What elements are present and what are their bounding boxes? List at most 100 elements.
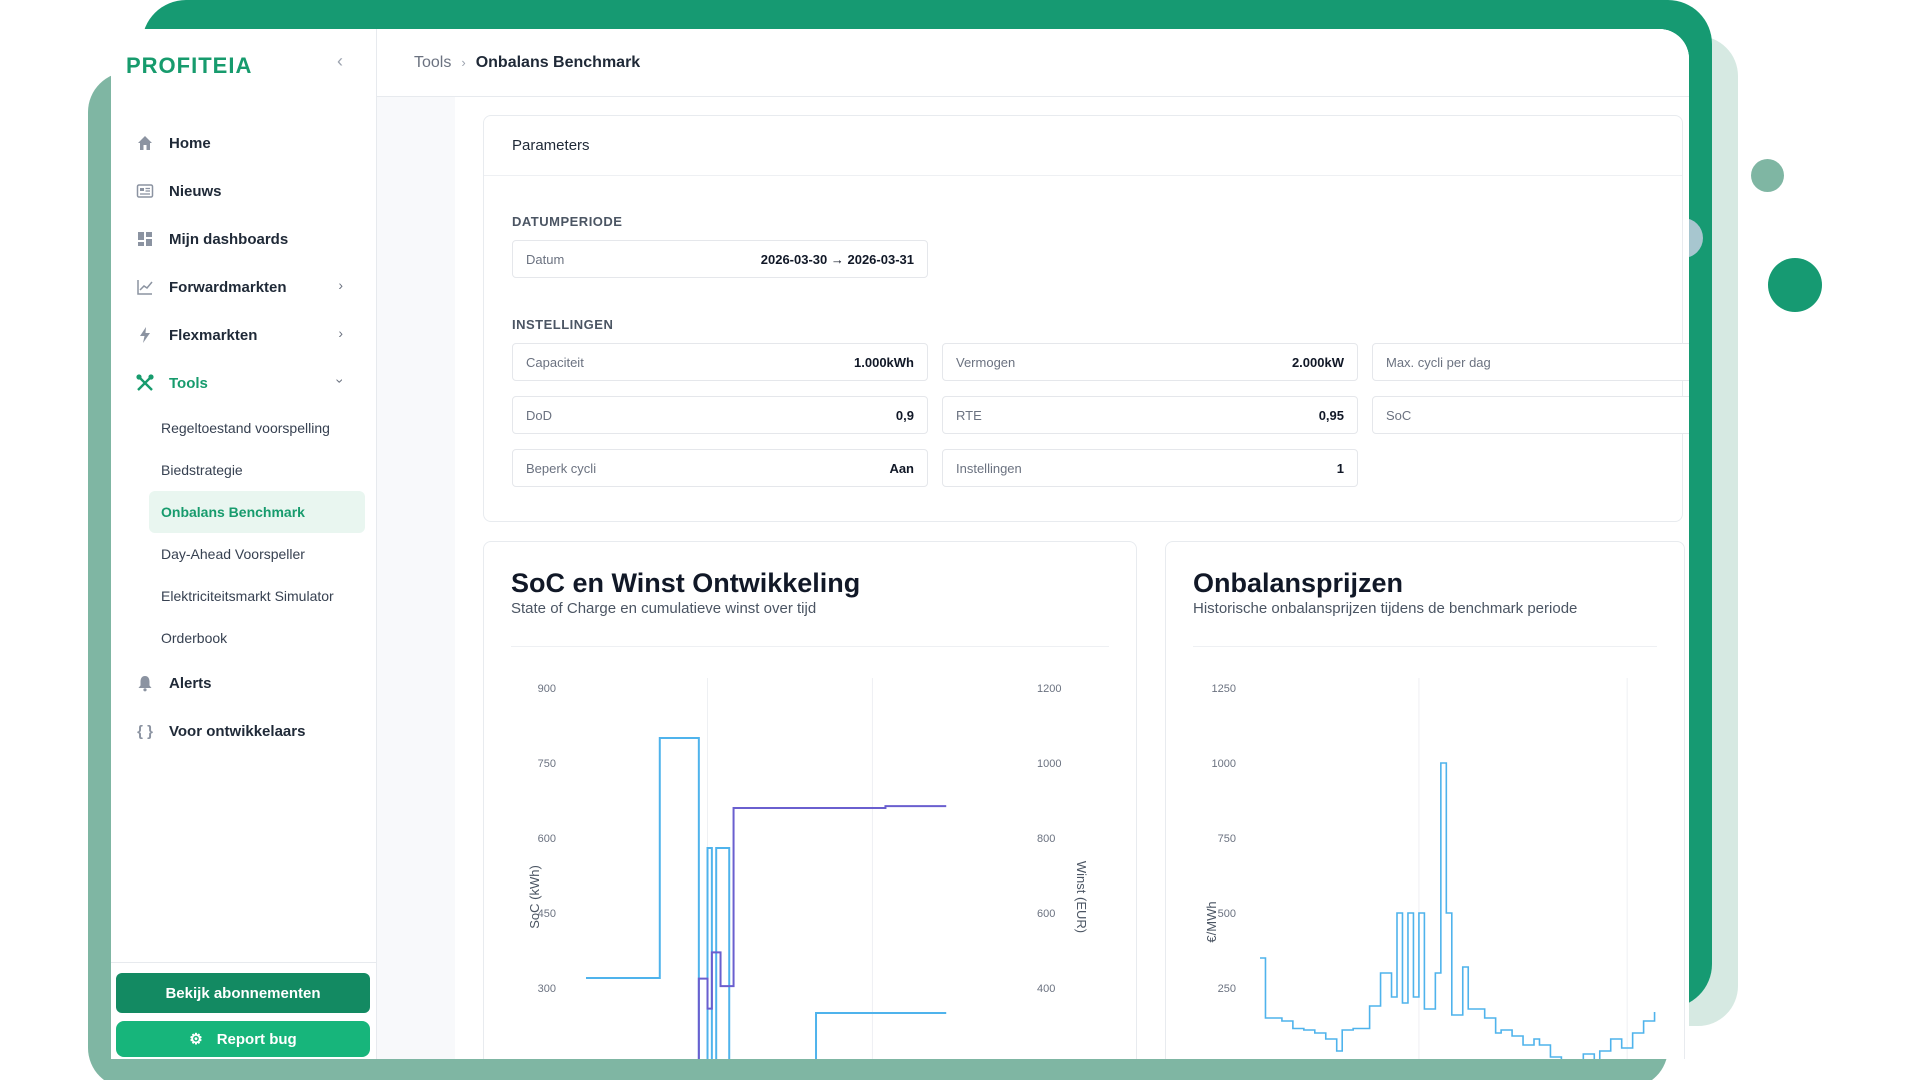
decorative-dot xyxy=(1751,159,1784,192)
decorative-dot xyxy=(1768,258,1822,312)
tools-submenu: Regeltoestand voorspelling Biedstrategie… xyxy=(111,407,377,659)
y-tick-label: 300 xyxy=(538,983,556,995)
dod-field[interactable]: DoD 0,9 xyxy=(512,396,928,434)
breadcrumb-parent[interactable]: Tools xyxy=(414,53,452,71)
field-label: Vermogen xyxy=(956,354,1016,370)
y-axis-label: SoC (kWh) xyxy=(527,865,542,929)
prices-chart-card: Onbalansprijzen Historische onbalansprij… xyxy=(1165,541,1685,1059)
dashboard-icon xyxy=(135,229,155,249)
field-label: Beperk cycli xyxy=(526,460,597,476)
max-cycli-field[interactable]: Max. cycli per dag xyxy=(1372,343,1689,381)
y-tick-label: 500 xyxy=(1218,908,1236,920)
submenu-item-simulator[interactable]: Elektriciteitsmarkt Simulator xyxy=(161,588,334,604)
breadcrumb: Tools › Onbalans Benchmark xyxy=(377,29,1689,97)
sidebar-item-label: Alerts xyxy=(169,674,212,692)
submenu-item-regeltoestand[interactable]: Regeltoestand voorspelling xyxy=(161,420,330,436)
y2-tick-label: 600 xyxy=(1037,908,1055,920)
prices-chart[interactable]: 1250 1000 750 500 250 0 €/MWh xyxy=(1166,542,1686,1059)
bell-icon xyxy=(135,673,155,693)
y-tick-label: 750 xyxy=(1218,833,1236,845)
sidebar-nav: Home Nieuws Mijn dashboards xyxy=(111,119,377,755)
brand-logo[interactable]: PROFITEIA xyxy=(126,53,253,78)
y-axis-label: €/MWh xyxy=(1204,901,1219,942)
y-tick-label: 1250 xyxy=(1212,683,1236,695)
sidebar-footer: Bekijk abonnementen ⚙ Report bug xyxy=(111,962,377,1059)
soc-chart-card: SoC en Winst Ontwikkeling State of Charg… xyxy=(483,541,1137,1059)
sidebar-item-label: Tools xyxy=(169,374,208,392)
soc-series-line xyxy=(586,737,947,1059)
y-tick-label: 150 xyxy=(538,1058,556,1059)
chart-subtitle: State of Charge en cumulatieve winst ove… xyxy=(511,600,817,617)
field-value: 1.000kWh xyxy=(854,354,914,370)
gear-icon: ⚙ xyxy=(189,1031,203,1048)
parameters-card: Parameters DATUMPERIODE Datum 2026-03-30… xyxy=(483,115,1689,522)
settings-section-title: INSTELLINGEN xyxy=(512,317,614,332)
field-label: Datum xyxy=(526,251,565,267)
parameters-title: Parameters xyxy=(484,116,1682,176)
submenu-item-biedstrategie[interactable]: Biedstrategie xyxy=(161,462,243,478)
sidebar-item-dashboards[interactable]: Mijn dashboards xyxy=(111,215,377,263)
soc-chart[interactable]: 90075060045030015012001000800600400200So… xyxy=(484,542,1138,1059)
field-value: 1 xyxy=(1336,460,1344,476)
field-label: RTE xyxy=(956,407,982,423)
chart-line-icon xyxy=(135,277,155,297)
y2-axis-label: Winst (EUR) xyxy=(1074,861,1089,933)
y-tick-label: 750 xyxy=(538,758,556,770)
y-tick-label: 250 xyxy=(1218,983,1236,995)
sidebar-item-forwardmarkten[interactable]: Forwardmarkten › xyxy=(111,263,377,311)
field-label: Instellingen xyxy=(956,460,1022,476)
page-content: Parameters DATUMPERIODE Datum 2026-03-30… xyxy=(455,97,1689,1059)
sidebar-item-ontwikkelaars[interactable]: { } Voor ontwikkelaars xyxy=(111,707,377,755)
chevron-right-icon: › xyxy=(338,325,343,341)
tools-icon xyxy=(135,373,155,393)
sidebar-item-nieuws[interactable]: Nieuws xyxy=(111,167,377,215)
sidebar-item-tools[interactable]: Tools › xyxy=(111,359,377,407)
divider xyxy=(511,646,1109,647)
winst-series-line xyxy=(697,805,947,1059)
submenu-item-orderbook[interactable]: Orderbook xyxy=(161,630,228,646)
soc-field[interactable]: SoC xyxy=(1372,396,1689,434)
submenu-item-day-ahead[interactable]: Day-Ahead Voorspeller xyxy=(161,546,305,562)
sidebar-item-label: Mijn dashboards xyxy=(169,230,289,248)
field-label: SoC xyxy=(1386,407,1412,423)
chart-subtitle: Historische onbalansprijzen tijdens de b… xyxy=(1193,600,1578,617)
sidebar-item-label: Home xyxy=(169,134,211,152)
field-label: DoD xyxy=(526,407,553,423)
bolt-icon xyxy=(135,325,155,345)
y-tick-label: 450 xyxy=(538,908,556,920)
sidebar-item-flexmarkten[interactable]: Flexmarkten › xyxy=(111,311,377,359)
report-bug-button[interactable]: ⚙ Report bug xyxy=(116,1021,370,1057)
chart-title: Onbalansprijzen xyxy=(1193,568,1404,598)
instellingen-field[interactable]: Instellingen 1 xyxy=(942,449,1358,487)
home-icon xyxy=(135,133,155,153)
code-braces-icon: { } xyxy=(137,722,153,740)
rte-field[interactable]: RTE 0,95 xyxy=(942,396,1358,434)
submenu-item-onbalans-benchmark[interactable]: Onbalans Benchmark xyxy=(149,491,365,533)
date-range-value: 2026-03-30 → 2026-03-31 xyxy=(760,251,914,267)
subscribe-button[interactable]: Bekijk abonnementen xyxy=(116,973,370,1013)
field-value: 0,95 xyxy=(1318,407,1344,423)
y-tick-label: 1000 xyxy=(1212,758,1236,770)
chevron-right-icon: › xyxy=(338,277,343,293)
breadcrumb-current: Onbalans Benchmark xyxy=(475,53,641,71)
field-label: Capaciteit xyxy=(526,354,584,370)
sidebar-item-label: Nieuws xyxy=(169,182,222,200)
sidebar-item-label: Voor ontwikkelaars xyxy=(169,722,306,740)
sidebar-item-alerts[interactable]: Alerts xyxy=(111,659,377,707)
y-tick-label: 600 xyxy=(538,833,556,845)
beperk-cycli-field[interactable]: Beperk cycli Aan xyxy=(512,449,928,487)
sidebar-item-label: Flexmarkten xyxy=(169,326,258,344)
date-range-field[interactable]: Datum 2026-03-30 → 2026-03-31 xyxy=(512,240,928,278)
field-value: Aan xyxy=(889,460,914,476)
field-label: Max. cycli per dag xyxy=(1386,354,1491,370)
y-tick-label: 900 xyxy=(538,683,556,695)
y2-tick-label: 800 xyxy=(1037,833,1055,845)
news-icon xyxy=(135,181,155,201)
sidebar: PROFITEIA ‹ Home Nieuws xyxy=(111,29,377,1059)
y2-tick-label: 400 xyxy=(1037,983,1055,995)
capaciteit-field[interactable]: Capaciteit 1.000kWh xyxy=(512,343,928,381)
y2-tick-label: 1200 xyxy=(1037,683,1061,695)
collapse-sidebar-icon[interactable]: ‹ xyxy=(337,51,343,71)
sidebar-item-home[interactable]: Home xyxy=(111,119,377,167)
vermogen-field[interactable]: Vermogen 2.000kW xyxy=(942,343,1358,381)
